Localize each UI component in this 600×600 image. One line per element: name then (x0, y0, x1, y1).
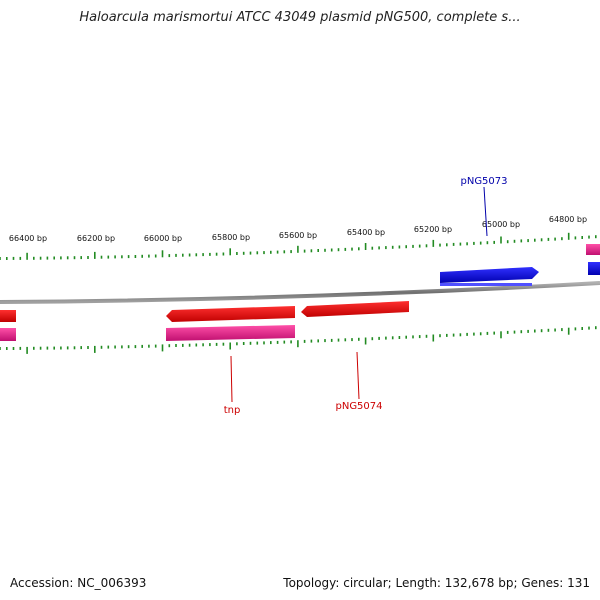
leader-pNG5073 (483, 186, 488, 237)
leader-pNG5074 (356, 351, 360, 400)
scale-label: 65800 bp (212, 233, 250, 242)
gene-edge-right-blue[interactable] (588, 262, 600, 275)
upper-scale-ticks (0, 232, 597, 260)
label-pNG5073: pNG5073 (460, 176, 507, 187)
scale-label: 66000 bp (144, 234, 182, 243)
lower-scale-ticks (0, 326, 597, 354)
genome-summary-text: Topology: circular; Length: 132,678 bp; … (283, 576, 590, 590)
cds-tnp[interactable] (166, 325, 295, 341)
scale-label: 65600 bp (279, 231, 317, 240)
gene-edge-left-red[interactable] (0, 310, 16, 322)
plasmid-backbone (0, 281, 600, 304)
scale-label: 65000 bp (482, 220, 520, 229)
scale-label: 65400 bp (347, 228, 385, 237)
scale-label: 66200 bp (77, 234, 115, 243)
cds-edge-left-pink[interactable] (0, 328, 16, 341)
gene-tnp[interactable] (166, 306, 295, 322)
cds-edge-right-pink[interactable] (586, 244, 600, 255)
map-title: Haloarcula marismortui ATCC 43049 plasmi… (79, 10, 521, 25)
scale-label: 66400 bp (9, 234, 47, 243)
accession-text: Accession: NC_006393 (10, 576, 147, 590)
gene-pNG5073[interactable] (440, 267, 539, 283)
scale-label: 65200 bp (414, 225, 452, 234)
gene-pNG5073-shadow (440, 283, 532, 286)
scale-label: 64800 bp (549, 215, 587, 224)
gene-pNG5074[interactable] (301, 301, 409, 317)
label-pNG5074: pNG5074 (335, 401, 382, 412)
label-tnp: tnp (224, 405, 241, 416)
leader-tnp (230, 355, 233, 403)
